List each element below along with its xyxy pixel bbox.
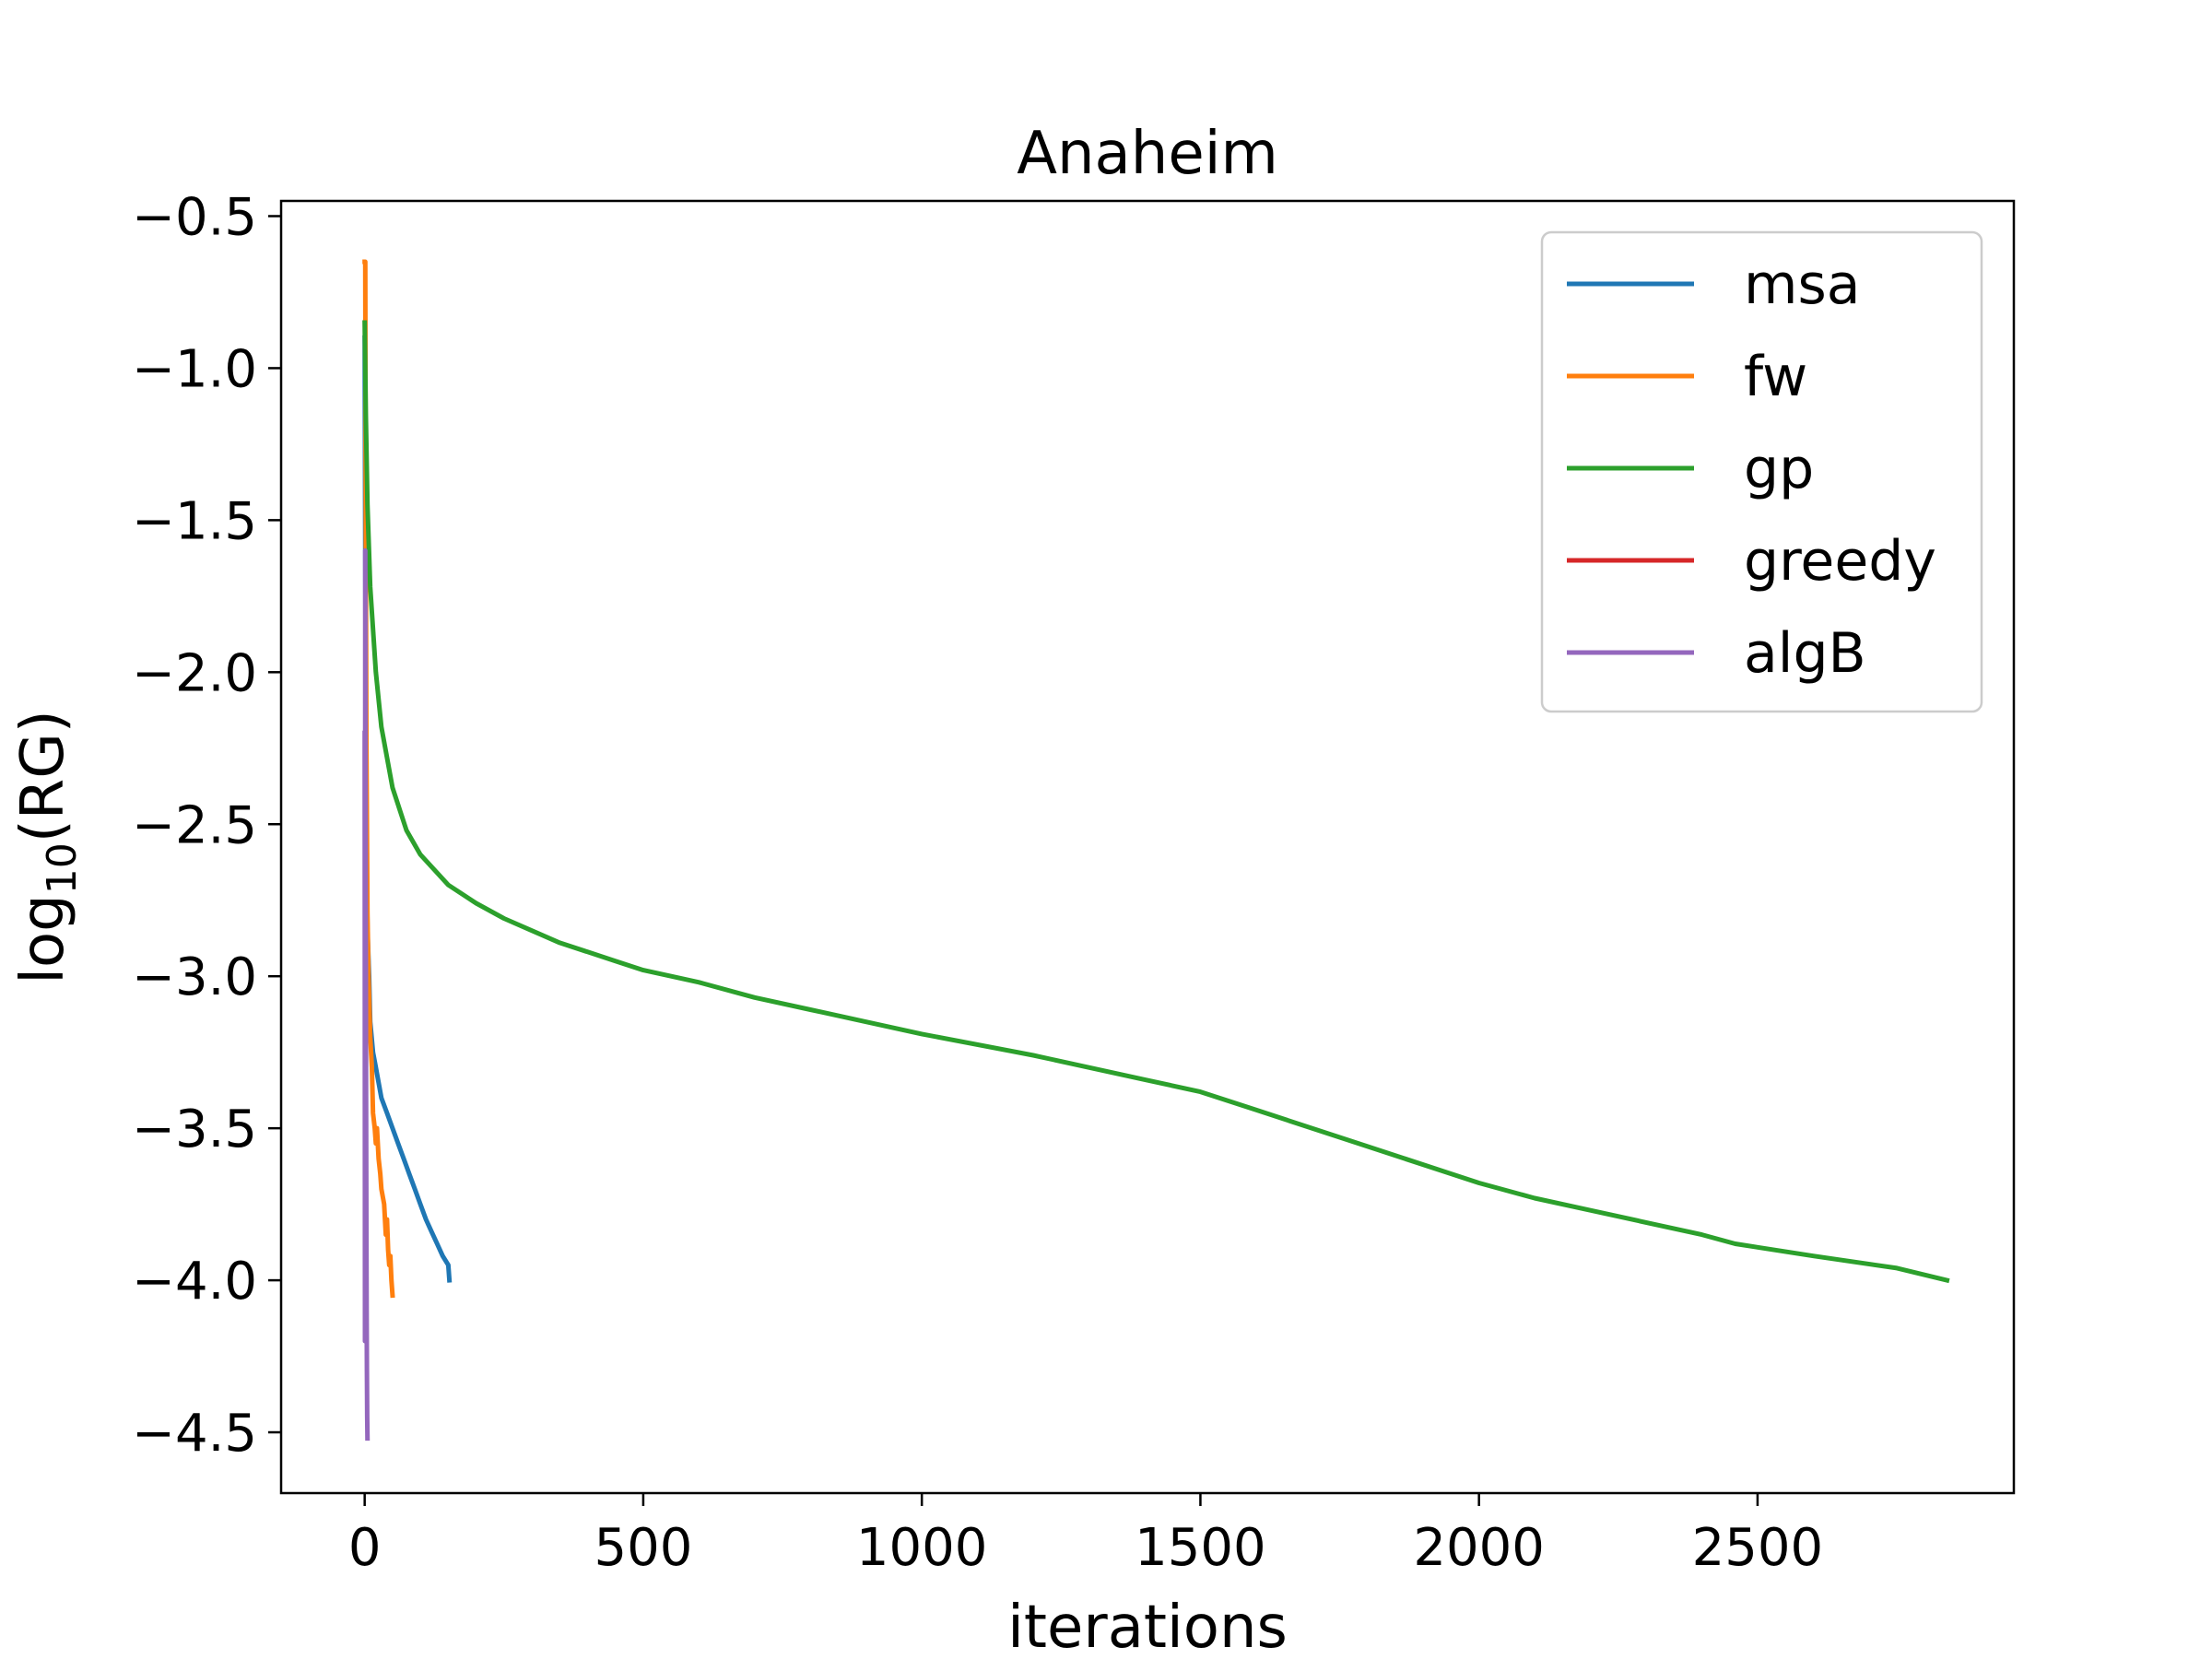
x-axis-label: iterations [1007, 1594, 1288, 1659]
y-axis-label-subscript: 10 [39, 842, 86, 894]
legend-items: msa fw gp greedy algB [1567, 253, 1936, 686]
y-tick-label: −3.0 [132, 947, 257, 1007]
legend-label-greedy: greedy [1744, 529, 1936, 594]
y-tick-label: −2.5 [132, 795, 257, 855]
x-tick-label: 1000 [856, 1518, 988, 1578]
x-tick-label: 500 [594, 1518, 692, 1578]
y-axis-label-log: log [9, 894, 77, 984]
legend-label-msa: msa [1744, 253, 1860, 317]
legend-label-algb: algB [1744, 621, 1866, 686]
legend: msa fw gp greedy algB [1540, 230, 1983, 713]
y-axis-ticks: −0.5 −1.0 −1.5 −2.0 −2.5 −3.0 −3.5 −4.0 −4.5 [132, 187, 281, 1464]
x-tick-label: 0 [348, 1518, 382, 1578]
y-axis-label-rest: (RG) [9, 710, 77, 842]
x-tick-label: 1500 [1135, 1518, 1266, 1578]
x-axis-ticks: 0 500 1000 1500 2000 2500 [348, 1493, 1823, 1578]
y-tick-label: −1.0 [132, 339, 257, 399]
y-tick-label: −4.5 [132, 1404, 257, 1464]
y-tick-label: −0.5 [132, 187, 257, 247]
legend-box [1540, 230, 1983, 713]
chart-title: Anaheim [1017, 120, 1278, 188]
plot-frame [279, 199, 2016, 1495]
series-line-gp [362, 320, 1950, 1284]
x-tick-label: 2000 [1413, 1518, 1545, 1578]
y-axis-label: log10(RG) [9, 710, 86, 984]
legend-label-gp: gp [1744, 437, 1814, 501]
x-tick-label: 2500 [1692, 1518, 1824, 1578]
legend-label-fw: fw [1744, 345, 1807, 409]
y-tick-label: −4.0 [132, 1252, 257, 1312]
series-line-algb [362, 547, 371, 1441]
y-tick-label: −3.5 [132, 1100, 257, 1159]
plot-lines [362, 259, 1950, 1441]
y-tick-label: −1.5 [132, 491, 257, 551]
y-tick-label: −2.0 [132, 643, 257, 703]
